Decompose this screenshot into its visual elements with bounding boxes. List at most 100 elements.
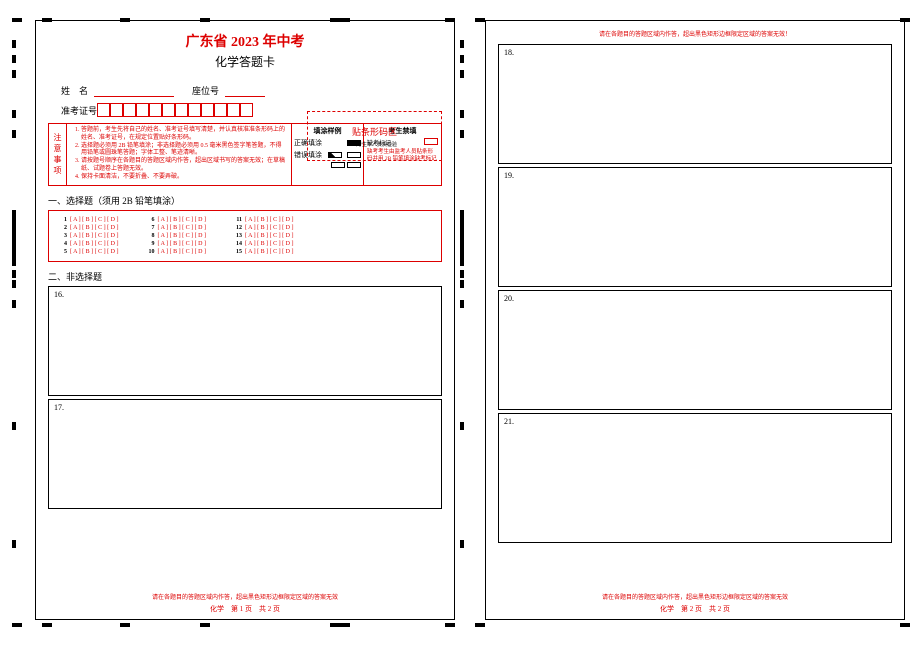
mc-title: 一、选择题（须用 2B 铅笔填涂） — [48, 194, 442, 207]
mc-question-5[interactable]: 5[ A ] [ B ] [ C ] [ D ] — [57, 249, 119, 255]
alignment-marker — [460, 218, 464, 226]
footer-note-left: 请在各题目的答题区域内作答，超出黑色矩形边框限定区域的答案无效 — [36, 592, 454, 601]
alignment-marker — [475, 623, 485, 627]
alignment-marker — [12, 422, 16, 430]
question-number: 19. — [504, 171, 514, 180]
answer-sheet-page-1: 广东省 2023 年中考 化学答题卡 姓 名 座位号 准考证号 贴条形码区 山考… — [35, 20, 455, 620]
mc-question-2[interactable]: 2[ A ] [ B ] [ C ] [ D ] — [57, 225, 119, 231]
right-boxes: 18. 19. 20. 21. — [498, 44, 892, 543]
mc-question-3[interactable]: 3[ A ] [ B ] [ C ] [ D ] — [57, 233, 119, 239]
mc-question-8[interactable]: 8[ A ] [ B ] [ C ] [ D ] — [145, 233, 207, 239]
alignment-marker — [340, 18, 350, 22]
alignment-marker — [12, 55, 16, 63]
alignment-marker — [460, 130, 464, 138]
ticket-boxes[interactable] — [97, 103, 253, 117]
alignment-marker — [12, 70, 16, 78]
answer-sheet-page-2: 请在各题目的答题区域内作答，超出黑色矩形边框限定区域的答案无效！ 18. 19. 2… — [485, 20, 905, 620]
alignment-marker — [330, 623, 340, 627]
mc-question-4[interactable]: 4[ A ] [ B ] [ C ] [ D ] — [57, 241, 119, 247]
alignment-marker — [42, 623, 52, 627]
alignment-marker — [460, 258, 464, 266]
mc-question-11[interactable]: 11[ A ] [ B ] [ C ] [ D ] — [232, 217, 294, 223]
mc-question-9[interactable]: 9[ A ] [ B ] [ C ] [ D ] — [145, 241, 207, 247]
instruction-text: 答题前，考生先将自己的姓名、准考证号填写清楚，并认真核准准条形码上的姓名、准考证… — [67, 124, 291, 185]
question-number: 17. — [54, 403, 64, 412]
answer-box-19[interactable]: 19. — [498, 167, 892, 287]
alignment-marker — [900, 623, 910, 627]
nmc-title: 二、非选择题 — [48, 270, 442, 283]
barcode-text: 贴条形码区 — [352, 125, 397, 138]
page-num-right: 化学 第 2 页 共 2 页 — [486, 604, 904, 614]
answer-box-21[interactable]: 21. — [498, 413, 892, 543]
alignment-marker — [12, 40, 16, 48]
alignment-marker — [12, 270, 16, 278]
mc-question-6[interactable]: 6[ A ] [ B ] [ C ] [ D ] — [145, 217, 207, 223]
alignment-marker — [460, 210, 464, 218]
alignment-marker — [120, 18, 130, 22]
alignment-marker — [460, 280, 464, 288]
alignment-marker — [12, 110, 16, 118]
mc-box: 1[ A ] [ B ] [ C ] [ D ] 2[ A ] [ B ] [ C… — [48, 210, 442, 262]
alignment-marker — [12, 623, 22, 627]
alignment-marker — [12, 226, 16, 234]
mc-question-15[interactable]: 15[ A ] [ B ] [ C ] [ D ] — [232, 249, 294, 255]
exam-title-sub: 化学答题卡 — [36, 53, 454, 70]
exam-title-main: 广东省 2023 年中考 — [36, 31, 454, 51]
mc-question-1[interactable]: 1[ A ] [ B ] [ C ] [ D ] — [57, 217, 119, 223]
instruction-header: 注意事项 — [49, 124, 67, 185]
name-row: 姓 名 座位号 — [61, 84, 454, 97]
alignment-marker — [900, 18, 910, 22]
mc-question-10[interactable]: 10[ A ] [ B ] [ C ] [ D ] — [145, 249, 207, 255]
question-number: 16. — [54, 290, 64, 299]
mc-question-13[interactable]: 13[ A ] [ B ] [ C ] [ D ] — [232, 233, 294, 239]
seat-label: 座位号 — [192, 84, 219, 97]
alignment-marker — [460, 242, 464, 250]
alignment-marker — [460, 234, 464, 242]
alignment-marker — [12, 218, 16, 226]
mc-question-14[interactable]: 14[ A ] [ B ] [ C ] [ D ] — [232, 241, 294, 247]
alignment-marker — [460, 540, 464, 548]
alignment-marker — [12, 210, 16, 218]
alignment-marker — [460, 270, 464, 278]
alignment-marker — [460, 110, 464, 118]
alignment-marker — [12, 242, 16, 250]
alignment-marker — [460, 300, 464, 308]
answer-box-18[interactable]: 18. — [498, 44, 892, 164]
answer-box-16[interactable]: 16. — [48, 286, 442, 396]
ticket-label: 准考证号 — [61, 104, 97, 117]
question-number: 20. — [504, 294, 514, 303]
alignment-marker — [120, 623, 130, 627]
mc-question-7[interactable]: 7[ A ] [ B ] [ C ] [ D ] — [145, 225, 207, 231]
page-num-left: 化学 第 1 页 共 2 页 — [36, 604, 454, 614]
seat-field[interactable] — [225, 85, 265, 97]
alignment-marker — [12, 300, 16, 308]
alignment-marker — [12, 18, 22, 22]
top-warning: 请在各题目的答题区域内作答，超出黑色矩形边框限定区域的答案无效！ — [486, 29, 904, 38]
name-field[interactable] — [94, 85, 174, 97]
mc-question-12[interactable]: 12[ A ] [ B ] [ C ] [ D ] — [232, 225, 294, 231]
alignment-marker — [460, 70, 464, 78]
alignment-marker — [460, 422, 464, 430]
alignment-marker — [475, 18, 485, 22]
barcode-note: 山考生本人负责检验 — [352, 141, 397, 148]
alignment-marker — [42, 18, 52, 22]
alignment-marker — [460, 55, 464, 63]
answer-box-20[interactable]: 20. — [498, 290, 892, 410]
nmc-section: 二、非选择题 16. 17. — [48, 270, 442, 509]
alignment-marker — [340, 623, 350, 627]
question-number: 21. — [504, 417, 514, 426]
alignment-marker — [12, 250, 16, 258]
answer-box-17[interactable]: 17. — [48, 399, 442, 509]
name-label: 姓 名 — [61, 84, 88, 97]
question-number: 18. — [504, 48, 514, 57]
barcode-area: 贴条形码区 山考生本人负责检验 — [307, 111, 442, 161]
alignment-marker — [445, 18, 455, 22]
alignment-marker — [12, 540, 16, 548]
alignment-marker — [330, 18, 340, 22]
alignment-marker — [460, 226, 464, 234]
alignment-marker — [12, 130, 16, 138]
alignment-marker — [12, 234, 16, 242]
alignment-marker — [200, 623, 210, 627]
alignment-marker — [460, 250, 464, 258]
alignment-marker — [200, 18, 210, 22]
